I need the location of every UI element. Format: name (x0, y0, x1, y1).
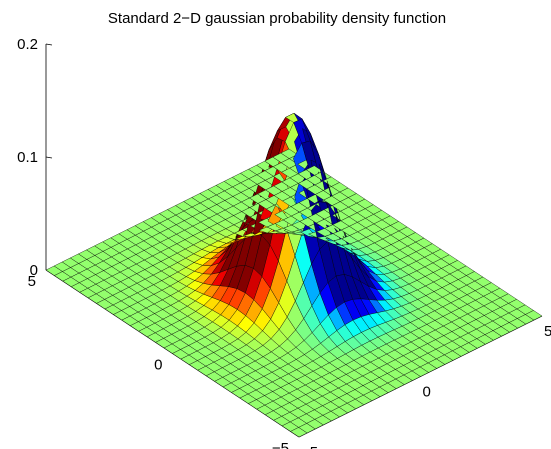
z-tick-label-1: 0.1 (17, 149, 38, 166)
x-tick-label-2: 5 (544, 323, 551, 340)
chart-title: Standard 2−D gaussian probability densit… (108, 10, 446, 27)
z-tick-label-2: 0.2 (17, 36, 38, 53)
surface-mesh (45, 112, 543, 438)
y-tick-label-2: 5 (28, 273, 36, 290)
z-tick-label-0: 0 (30, 262, 38, 279)
x-tick-label-0: −5 (301, 444, 318, 449)
y-tick-label-0: −5 (272, 440, 289, 449)
y-tick-label-1: 0 (154, 357, 162, 374)
surface-cell (525, 310, 543, 321)
tick-labels: 00.10.2−505−505 (17, 36, 551, 449)
z-tick-mark-1 (45, 156, 53, 159)
z-tick-mark-2 (45, 43, 53, 46)
x-tick-label-1: 0 (423, 384, 431, 401)
